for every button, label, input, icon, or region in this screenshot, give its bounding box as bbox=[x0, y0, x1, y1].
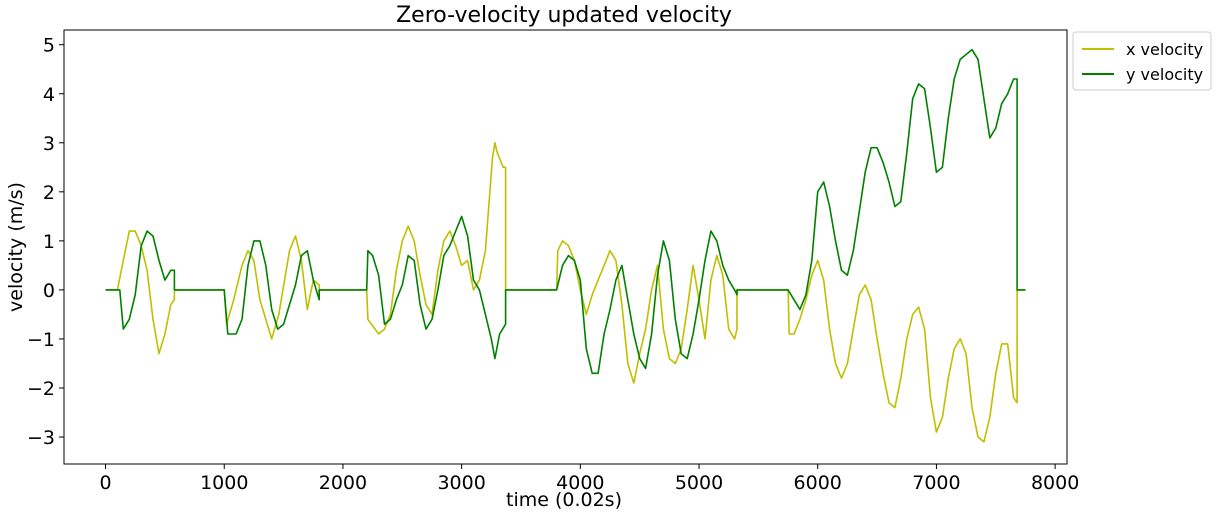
legend: x velocity y velocity bbox=[1072, 31, 1212, 91]
y-axis-label: velocity (m/s) bbox=[5, 182, 27, 312]
legend-frame bbox=[1072, 31, 1212, 91]
x-tick-label: 6000 bbox=[794, 472, 842, 494]
y-tick-label: 5 bbox=[43, 35, 55, 57]
y-tick-label: 0 bbox=[43, 280, 55, 302]
series-line-x-velocity bbox=[105, 142, 1026, 443]
x-tick-label: 2000 bbox=[319, 472, 367, 494]
x-tick-label: 5000 bbox=[675, 472, 723, 494]
y-tick-label: −3 bbox=[27, 427, 55, 449]
legend-label-x-velocity: x velocity bbox=[1126, 40, 1203, 59]
x-tick-label: 1000 bbox=[200, 472, 248, 494]
plot-area bbox=[63, 29, 1068, 465]
x-axis-ticks: 0 1000 2000 3000 4000 5000 6000 7000 8000 bbox=[99, 464, 1079, 494]
series-layer bbox=[105, 48, 1026, 443]
y-tick-label: −1 bbox=[27, 329, 55, 351]
y-tick-label: 1 bbox=[43, 231, 55, 253]
x-axis-label: time (0.02s) bbox=[506, 489, 622, 511]
series-line-y-velocity bbox=[105, 48, 1026, 375]
y-axis-ticks: −3 −2 −1 0 1 2 3 4 5 bbox=[27, 35, 64, 449]
x-tick-label: 4000 bbox=[556, 472, 604, 494]
chart-title: Zero-velocity updated velocity bbox=[396, 3, 732, 28]
y-tick-label: 3 bbox=[43, 133, 55, 155]
x-tick-label: 8000 bbox=[1031, 472, 1079, 494]
y-tick-label: 4 bbox=[43, 84, 55, 106]
x-tick-label: 0 bbox=[99, 472, 111, 494]
y-tick-label: −2 bbox=[27, 378, 55, 400]
x-tick-label: 3000 bbox=[437, 472, 485, 494]
x-tick-label: 7000 bbox=[912, 472, 960, 494]
y-tick-label: 2 bbox=[43, 182, 55, 204]
legend-label-y-velocity: y velocity bbox=[1126, 65, 1203, 84]
